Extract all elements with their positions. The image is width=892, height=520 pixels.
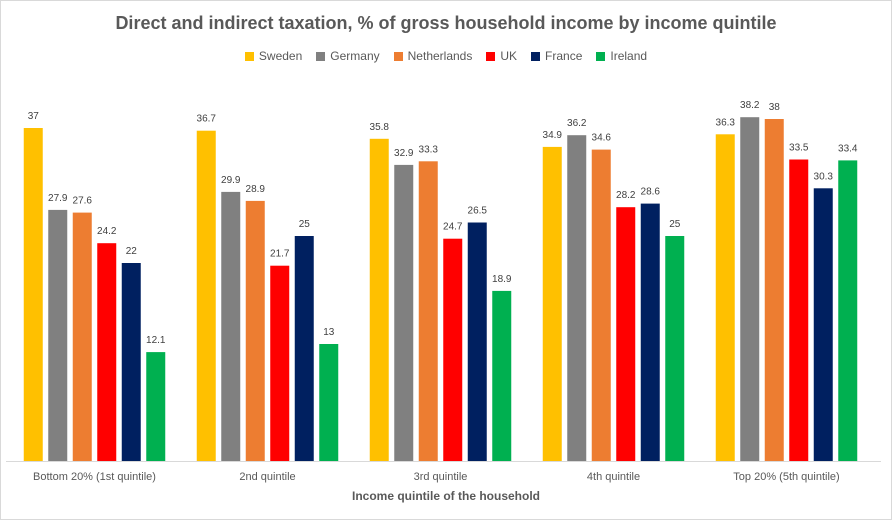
data-label: 36.7 <box>197 114 217 125</box>
legend-swatch <box>393 51 403 61</box>
data-label: 25 <box>299 219 311 230</box>
bar-ireland-1 <box>146 352 166 461</box>
data-label: 30.3 <box>814 171 834 182</box>
bar-germany-4 <box>567 135 587 461</box>
data-label: 38 <box>769 102 781 113</box>
legend-swatch <box>596 51 606 61</box>
data-label: 36.3 <box>716 117 736 128</box>
legend-item-ireland: Ireland <box>596 49 647 63</box>
legend-label: Ireland <box>610 49 648 63</box>
data-label: 28.9 <box>246 184 266 195</box>
data-label: 18.9 <box>492 274 512 285</box>
bar-sweden-1 <box>23 128 43 461</box>
data-label: 36.2 <box>567 118 587 129</box>
bar-france-2 <box>294 236 314 461</box>
data-label: 25 <box>669 219 681 230</box>
legend-label: Netherlands <box>407 49 473 63</box>
x-tick-label: Top 20% (5th quintile) <box>733 471 839 483</box>
bar-france-4 <box>640 203 660 461</box>
legend-swatch <box>244 51 254 61</box>
bar-france-5 <box>813 188 833 462</box>
bar-france-1 <box>121 263 141 461</box>
bar-sweden-4 <box>542 146 562 461</box>
legend-swatch <box>316 51 326 61</box>
bar-ireland-3 <box>492 290 512 461</box>
bar-uk-4 <box>616 207 636 461</box>
data-label: 38.2 <box>740 100 760 111</box>
data-label: 35.8 <box>370 122 390 133</box>
data-label: 34.9 <box>543 130 563 141</box>
bar-sweden-5 <box>715 134 735 462</box>
bar-germany-3 <box>394 164 414 461</box>
bar-netherlands-2 <box>245 200 265 461</box>
data-label: 13 <box>323 327 335 338</box>
data-label: 33.4 <box>838 143 858 154</box>
bar-netherlands-1 <box>72 212 92 461</box>
legend-item-netherlands: Netherlands <box>393 49 473 63</box>
bar-france-3 <box>467 222 487 461</box>
x-tick-label: 4th quintile <box>587 471 640 483</box>
data-label: 29.9 <box>221 175 241 186</box>
bar-sweden-2 <box>196 130 216 461</box>
data-label: 12.1 <box>146 335 166 346</box>
bar-uk-1 <box>97 243 117 461</box>
legend-swatch <box>531 51 541 61</box>
x-axis-title: Income quintile of the household <box>352 489 540 503</box>
legend-label: Sweden <box>258 49 303 63</box>
bar-uk-5 <box>789 159 809 461</box>
bar-uk-2 <box>270 265 290 461</box>
data-label: 27.6 <box>73 196 93 207</box>
bar-germany-1 <box>48 209 68 461</box>
data-label: 32.9 <box>394 148 414 159</box>
data-label: 26.5 <box>468 206 488 217</box>
legend-label: Germany <box>330 49 380 63</box>
data-label: 37 <box>28 111 40 122</box>
bar-uk-3 <box>443 238 463 461</box>
bar-sweden-3 <box>369 138 389 462</box>
bar-netherlands-3 <box>418 161 438 462</box>
data-label: 24.7 <box>443 222 463 233</box>
chart-title: Direct and indirect taxation, % of gross… <box>115 13 777 33</box>
legend-item-uk: UK <box>486 49 517 63</box>
data-label: 33.3 <box>419 144 439 155</box>
data-label: 24.2 <box>97 226 117 237</box>
data-label: 27.9 <box>48 193 68 204</box>
legend-swatch <box>486 51 496 61</box>
x-tick-label: Bottom 20% (1st quintile) <box>33 471 156 483</box>
legend: Sweden Germany Netherlands UK France Ireland <box>1 49 891 63</box>
x-tick-label: 3rd quintile <box>414 471 468 483</box>
legend-label: France <box>545 49 583 63</box>
data-label: 21.7 <box>270 249 290 260</box>
data-label: 22 <box>126 246 138 257</box>
bar-germany-2 <box>221 191 241 461</box>
legend-item-sweden: Sweden <box>244 49 303 63</box>
bar-ireland-4 <box>665 236 685 461</box>
bar-netherlands-5 <box>764 119 784 461</box>
legend-item-france: France <box>531 49 582 63</box>
bar-ireland-2 <box>319 344 339 461</box>
data-label: 28.6 <box>641 187 661 198</box>
data-label: 34.6 <box>592 133 612 144</box>
bar-germany-5 <box>740 117 760 461</box>
data-label: 28.2 <box>616 190 636 201</box>
x-tick-label: 2nd quintile <box>239 471 295 483</box>
bar-netherlands-4 <box>591 149 611 461</box>
legend-label: UK <box>500 49 518 63</box>
bar-ireland-5 <box>838 160 858 461</box>
legend-item-germany: Germany <box>316 49 380 63</box>
data-label: 33.5 <box>789 143 809 154</box>
